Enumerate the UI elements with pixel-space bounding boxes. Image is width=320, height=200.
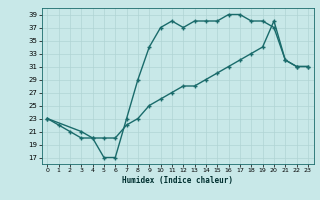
X-axis label: Humidex (Indice chaleur): Humidex (Indice chaleur) (122, 176, 233, 185)
